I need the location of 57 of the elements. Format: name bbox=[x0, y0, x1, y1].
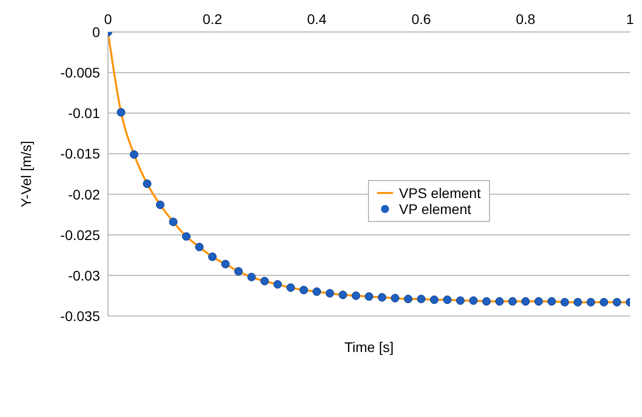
point bbox=[352, 291, 360, 300]
y-tick-label: -0.01 bbox=[68, 105, 100, 122]
point bbox=[364, 292, 374, 301]
point bbox=[286, 283, 295, 292]
x-tick-label: 0 bbox=[104, 11, 112, 27]
y-tick-label: -0.035 bbox=[60, 308, 100, 324]
point bbox=[300, 286, 308, 294]
y-tick-label: -0.025 bbox=[60, 226, 100, 243]
point bbox=[156, 200, 164, 210]
point bbox=[130, 150, 138, 159]
point bbox=[169, 218, 178, 226]
point bbox=[378, 293, 386, 302]
point bbox=[116, 108, 126, 117]
point bbox=[469, 296, 478, 305]
point bbox=[142, 179, 152, 188]
point bbox=[443, 296, 452, 304]
point bbox=[586, 298, 596, 306]
point bbox=[508, 297, 517, 306]
legend-label: VPS element bbox=[399, 185, 481, 201]
point bbox=[338, 290, 348, 300]
y-axis-title: Y-Vel [m/s] bbox=[18, 140, 34, 208]
point bbox=[600, 298, 608, 306]
point bbox=[521, 297, 530, 306]
point bbox=[404, 294, 412, 304]
point bbox=[208, 252, 217, 262]
y-tick-label: -0.005 bbox=[60, 64, 100, 81]
point bbox=[390, 294, 400, 302]
x-tick-label: 0.6 bbox=[411, 11, 432, 27]
point bbox=[182, 232, 191, 241]
y-tick-label: -0.03 bbox=[68, 267, 100, 284]
point bbox=[312, 287, 322, 296]
point bbox=[560, 298, 569, 306]
point bbox=[430, 296, 438, 304]
point bbox=[195, 242, 204, 252]
legend-label: VP element bbox=[399, 201, 472, 217]
point bbox=[547, 297, 556, 306]
point bbox=[456, 296, 465, 305]
x-tick-label: 0.2 bbox=[202, 11, 222, 27]
point bbox=[221, 260, 230, 268]
point bbox=[247, 272, 256, 282]
x-tick-label: 0.4 bbox=[307, 11, 327, 27]
x-axis-title: Time [s] bbox=[344, 339, 394, 355]
y-tick-label: -0.02 bbox=[68, 186, 100, 202]
x-tick-label: 0.8 bbox=[516, 11, 536, 27]
point bbox=[534, 297, 543, 306]
point bbox=[574, 298, 582, 306]
x-tick-label: 1 bbox=[626, 11, 634, 27]
y-tick-label: 0 bbox=[92, 24, 100, 40]
y-tick-label: -0.015 bbox=[60, 146, 100, 162]
point bbox=[416, 294, 426, 304]
point bbox=[326, 289, 334, 298]
point bbox=[482, 297, 491, 306]
point bbox=[273, 280, 282, 289]
point bbox=[234, 267, 243, 276]
point bbox=[495, 297, 504, 306]
point bbox=[260, 276, 269, 286]
point bbox=[612, 298, 622, 306]
